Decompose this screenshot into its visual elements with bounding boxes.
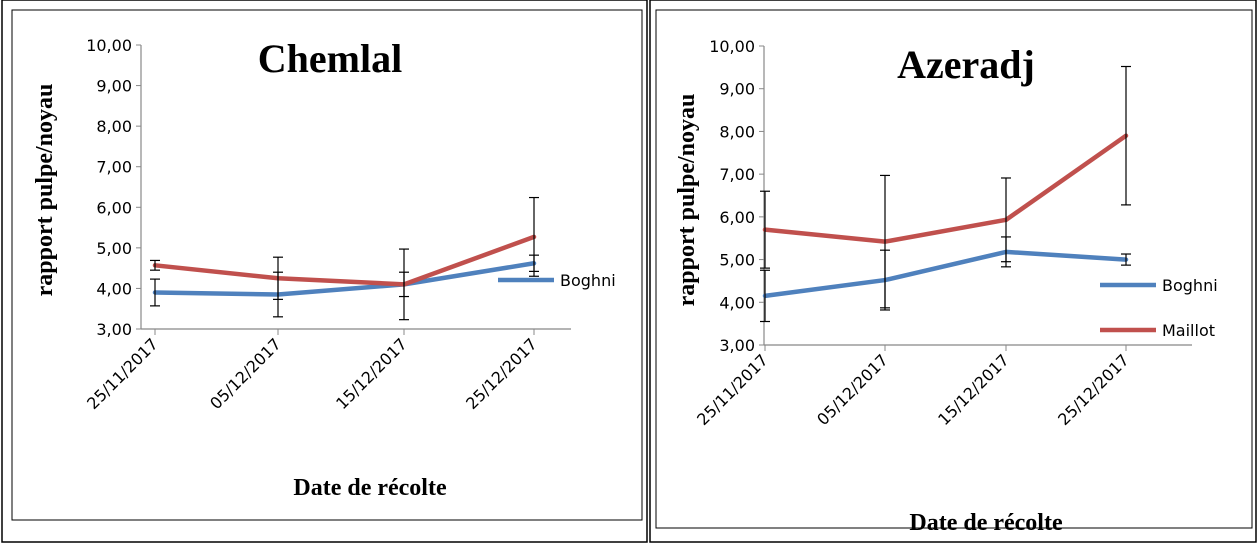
x-tick-label: 25/12/2017 [462, 334, 541, 413]
y-axis-label: rapport pulpe/noyau [674, 94, 700, 307]
chart-area-border [655, 9, 1253, 529]
plot-group: 3,00 4,00 5,00 6,00 7,00 8,00 9,00 10,00 25/11/2… [83, 36, 615, 413]
x-tick-label: 25/11/2017 [83, 334, 162, 413]
series-line-maillot [762, 133, 1129, 244]
chart-title: Chemlal [258, 36, 402, 81]
chart-panel-chemlal: 3,00 4,00 5,00 6,00 7,00 8,00 9,00 10,00 25/11/2… [1, 0, 648, 543]
series-line-boghni [152, 261, 537, 297]
y-tick-label: 6,00 [96, 198, 132, 217]
y-tick-label: 7,00 [719, 165, 755, 184]
chart-area-border [11, 9, 643, 521]
plot-group: 3,00 4,00 5,00 6,00 7,00 8,00 9,00 10,00 25/11/2… [693, 37, 1217, 429]
y-tick-label: 6,00 [719, 208, 755, 227]
chart-title: Azeradj [897, 42, 1035, 87]
x-tick-label: 05/12/2017 [813, 350, 892, 429]
x-tick-label: 05/12/2017 [206, 334, 285, 413]
legend-label: Boghni [560, 271, 616, 290]
y-tick-label: 9,00 [719, 80, 755, 99]
series-line-boghni [762, 249, 1129, 299]
y-axis-label: rapport pulpe/noyau [32, 84, 58, 297]
y-tick-label: 5,00 [96, 239, 132, 258]
y-tick-label: 9,00 [96, 77, 132, 96]
chart-chemlal: 3,00 4,00 5,00 6,00 7,00 8,00 9,00 10,00 25/11/2… [1, 0, 648, 543]
x-axis-label: Date de récolte [909, 510, 1063, 536]
y-tick-label: 8,00 [96, 117, 132, 136]
x-tick-label: 15/12/2017 [332, 334, 411, 413]
chart-panel-azeradj: 3,00 4,00 5,00 6,00 7,00 8,00 9,00 10,00 25/11/2… [648, 0, 1258, 543]
y-tick-label: 7,00 [96, 158, 132, 177]
y-tick-label: 3,00 [96, 320, 132, 339]
legend-label: Boghni [1162, 276, 1218, 295]
x-tick-label: 25/12/2017 [1054, 350, 1133, 429]
series-line-unnamed [152, 234, 537, 287]
chart-azeradj: 3,00 4,00 5,00 6,00 7,00 8,00 9,00 10,00 25/11/2… [649, 0, 1257, 543]
y-tick-label: 3,00 [719, 336, 755, 355]
y-tick-label: 10,00 [86, 36, 132, 55]
y-tick-label: 10,00 [709, 37, 755, 56]
y-tick-label: 5,00 [719, 251, 755, 270]
y-tick-label: 4,00 [719, 293, 755, 312]
outer-border [649, 0, 1257, 543]
y-tick-label: 4,00 [96, 279, 132, 298]
legend-label: Maillot [1162, 321, 1215, 340]
x-tick-label: 25/11/2017 [693, 350, 772, 429]
outer-border [1, 0, 648, 543]
y-tick-label: 8,00 [719, 122, 755, 141]
x-axis-label: Date de récolte [293, 475, 447, 501]
x-tick-label: 15/12/2017 [934, 350, 1013, 429]
